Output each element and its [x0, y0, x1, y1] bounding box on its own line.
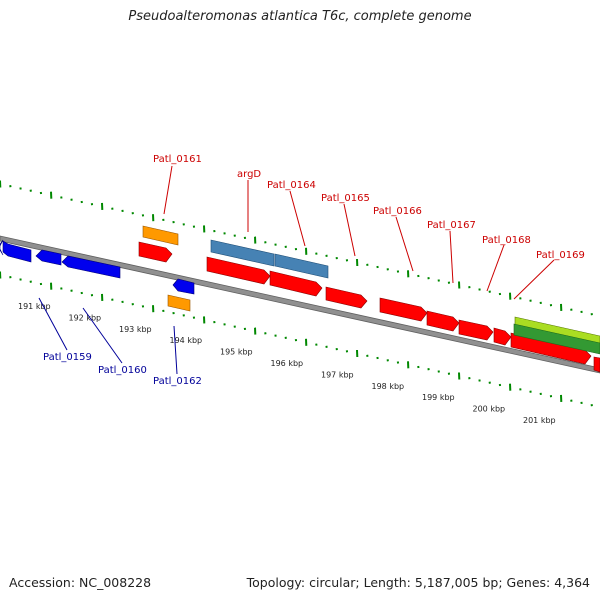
label-patl0161[interactable]: Patl_0161	[153, 154, 202, 165]
gene-minus[interactable]	[0, 239, 4, 256]
scale-label: 191 kbp	[18, 302, 51, 311]
minus-strand-genes	[0, 239, 195, 295]
gene-minus[interactable]	[61, 255, 121, 279]
gene-orange-patl0162[interactable]	[167, 294, 191, 312]
label-patl0168[interactable]: Patl_0168	[482, 235, 531, 246]
gene-plus[interactable]	[458, 319, 494, 341]
plus-gene-labels: Patl_0161 argD Patl_0164 Patl_0165 Patl_…	[153, 154, 585, 261]
scale-label: 193 kbp	[119, 325, 152, 334]
gene-minus[interactable]	[2, 240, 32, 263]
feature-dark-green[interactable]	[513, 323, 600, 355]
gene-minus[interactable]	[35, 249, 62, 266]
gene-plus[interactable]	[379, 297, 428, 322]
scale-label: 192 kbp	[69, 313, 102, 322]
scale-labels: 191 kbp 192 kbp 193 kbp 194 kbp 195 kbp 196 k…	[18, 302, 556, 425]
gene-minus-patl0162[interactable]	[172, 278, 195, 295]
scale-label: 198 kbp	[372, 382, 405, 391]
green-feature	[513, 316, 600, 355]
map-title: Pseudoalteromonas atlantica T6c, complet…	[128, 9, 472, 24]
genome-backbone	[0, 235, 600, 374]
scale-label: 196 kbp	[271, 359, 304, 368]
label-patl0160[interactable]: Patl_0160	[98, 365, 147, 376]
gene-plus[interactable]	[138, 241, 173, 263]
minus-gene-labels: Patl_0159 Patl_0160 Patl_0162	[43, 352, 202, 387]
accession-text: Accession: NC_008228	[9, 575, 152, 590]
outer-dotted-ring	[0, 180, 593, 316]
gene-orange-patl0161[interactable]	[142, 225, 179, 246]
topology-text: Topology: circular; Length: 5,187,005 bp…	[246, 575, 590, 590]
gene-plus[interactable]	[206, 256, 271, 285]
label-patl0159[interactable]: Patl_0159	[43, 352, 92, 363]
special-genes	[210, 239, 329, 279]
label-patl0167[interactable]: Patl_0167	[427, 220, 476, 231]
gene-patl0164-top[interactable]	[274, 253, 329, 279]
gene-argd[interactable]	[210, 239, 275, 267]
label-leaders	[38, 165, 555, 375]
scale-label: 201 kbp	[523, 416, 556, 425]
label-patl0166[interactable]: Patl_0166	[373, 206, 422, 217]
gene-plus[interactable]	[325, 286, 368, 309]
gene-plus[interactable]	[269, 270, 323, 297]
plus-strand-genes	[138, 241, 600, 373]
label-patl0165[interactable]: Patl_0165	[321, 193, 370, 204]
label-patl0162[interactable]: Patl_0162	[153, 376, 202, 387]
label-patl0169[interactable]: Patl_0169	[536, 250, 585, 261]
gene-plus[interactable]	[493, 327, 512, 346]
gene-plus[interactable]	[426, 310, 460, 332]
label-argd[interactable]: argD	[237, 169, 261, 180]
scale-label: 200 kbp	[473, 405, 506, 414]
scale-label: 197 kbp	[321, 370, 354, 379]
inner-dotted-ring	[0, 271, 593, 407]
gene-plus[interactable]	[593, 356, 600, 373]
label-patl0164[interactable]: Patl_0164	[267, 180, 316, 191]
scale-label: 194 kbp	[170, 336, 203, 345]
rna-genes	[142, 225, 191, 312]
scale-label: 199 kbp	[422, 393, 455, 402]
scale-label: 195 kbp	[220, 348, 253, 357]
